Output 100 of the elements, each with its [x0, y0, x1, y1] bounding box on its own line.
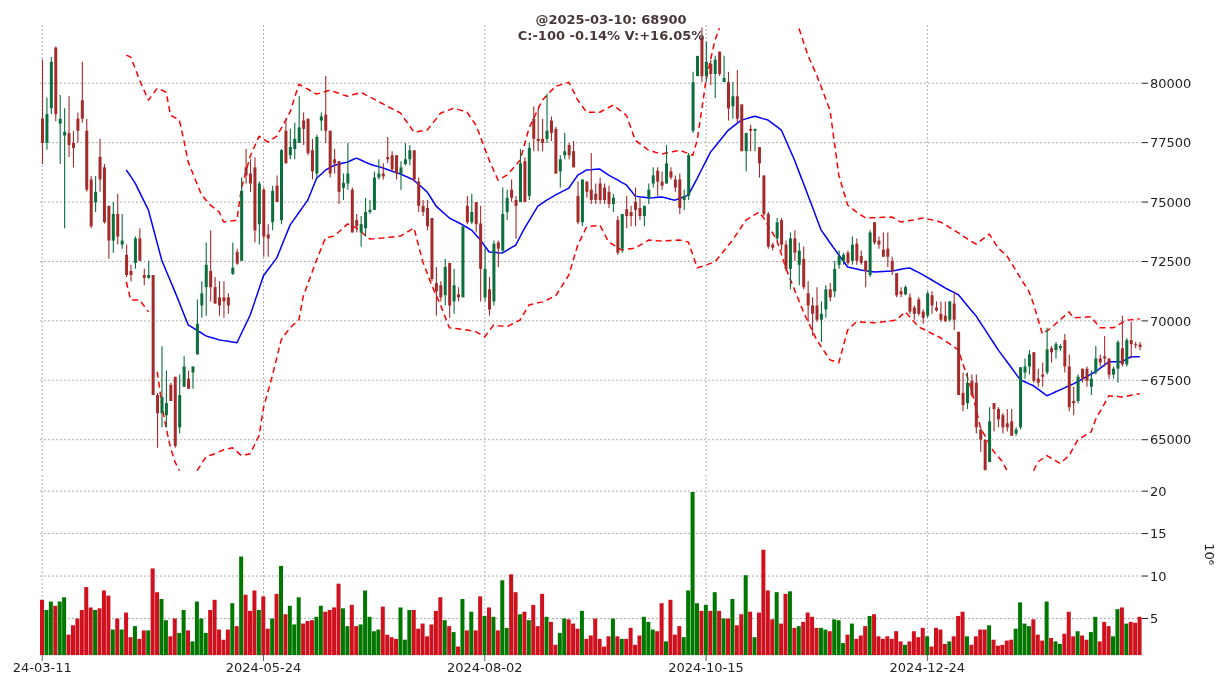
candlestick	[457, 286, 461, 302]
candlestick	[886, 231, 890, 268]
candlestick	[505, 189, 509, 221]
candlestick	[833, 260, 837, 298]
candlestick	[200, 280, 204, 319]
candlestick	[58, 94, 62, 165]
candlestick	[749, 124, 753, 152]
candlestick	[656, 166, 660, 197]
y-tick-label: 5	[1150, 611, 1159, 627]
candlestick	[488, 276, 491, 317]
candlestick	[629, 205, 633, 227]
candlestick	[824, 284, 828, 319]
candlestick	[532, 105, 536, 152]
candlestick	[979, 426, 983, 453]
candlestick	[855, 237, 859, 266]
candlestick	[1085, 365, 1089, 388]
candlestick	[757, 146, 761, 179]
candlestick	[545, 92, 549, 144]
candlestick	[873, 221, 877, 246]
candlestick	[187, 370, 191, 390]
candlestick	[996, 406, 1000, 428]
candlestick	[1129, 321, 1133, 359]
candlestick	[558, 154, 562, 189]
candlestick	[76, 111, 80, 144]
candlestick	[169, 382, 173, 402]
candlestick	[164, 370, 168, 428]
candlestick	[607, 185, 611, 209]
candlestick	[806, 280, 810, 323]
candlestick	[231, 241, 235, 276]
candlestick	[611, 193, 615, 213]
y-tick-label: 67500	[1150, 372, 1192, 388]
candlestick	[213, 276, 217, 305]
candlestick	[470, 193, 474, 225]
candlestick	[603, 182, 607, 205]
x-tick-label: 2024-05-24	[225, 660, 302, 676]
candlestick	[67, 95, 71, 158]
candlestick	[1045, 327, 1049, 376]
candlestick	[346, 142, 350, 191]
candlestick	[41, 58, 44, 165]
candlestick	[63, 107, 67, 229]
candlestick	[819, 300, 823, 343]
candlestick	[1112, 365, 1116, 380]
candlestick	[399, 160, 403, 191]
candlestick	[625, 195, 629, 229]
y-tick-label: 80000	[1150, 75, 1192, 91]
candlestick	[266, 223, 270, 258]
candlestick	[651, 166, 655, 189]
candlestick	[992, 402, 996, 432]
candlestick	[182, 355, 186, 388]
candlestick	[815, 286, 819, 323]
candlestick	[377, 158, 381, 181]
candlestick	[1005, 408, 1009, 432]
candlestick	[510, 178, 514, 203]
candlestick	[1054, 341, 1058, 359]
candlestick	[341, 172, 345, 201]
candlestick	[563, 132, 567, 160]
candlestick	[589, 152, 593, 205]
candlestick	[726, 71, 730, 122]
candlestick	[704, 40, 708, 83]
candlestick	[797, 241, 801, 286]
candlestick	[1120, 315, 1124, 368]
x-tick-label: 2024-12-24	[889, 660, 966, 676]
candlestick	[594, 182, 598, 205]
candlestick	[665, 144, 669, 185]
candlestick	[395, 154, 399, 181]
candlestick	[647, 182, 651, 205]
candlestick	[138, 227, 142, 262]
candlestick	[541, 118, 545, 152]
candlestick	[1041, 361, 1045, 388]
candlestick	[722, 55, 726, 83]
candlestick	[731, 81, 735, 120]
chart-title: @2025-03-10: 68900	[534, 12, 688, 28]
candlestick	[939, 300, 943, 323]
y-tick-label: 70000	[1150, 313, 1192, 329]
x-tick-label: 2024-08-02	[447, 660, 523, 676]
candlestick	[71, 130, 75, 168]
candlestick	[1103, 335, 1107, 368]
candlestick	[660, 170, 664, 191]
candlestick	[368, 199, 372, 215]
candlestick	[952, 290, 956, 331]
candlestick	[904, 284, 908, 296]
candlestick	[890, 256, 894, 276]
candlestick	[811, 296, 815, 337]
candlestick	[324, 75, 328, 144]
candlestick	[279, 148, 283, 225]
candlestick	[961, 371, 965, 412]
candlestick	[226, 292, 230, 315]
y-tick-label: 20	[1150, 483, 1167, 499]
y-tick-label: 15	[1150, 526, 1167, 542]
y-tick-label: 10	[1150, 568, 1167, 584]
candlestick	[775, 217, 779, 242]
candlestick	[943, 300, 947, 323]
candlestick	[386, 136, 390, 164]
candlestick	[160, 345, 164, 428]
candlestick	[390, 150, 394, 172]
candlestick	[970, 374, 974, 398]
candlestick	[120, 213, 124, 250]
candlestick	[948, 300, 952, 323]
candlestick	[319, 111, 323, 132]
candlestick	[204, 241, 208, 317]
